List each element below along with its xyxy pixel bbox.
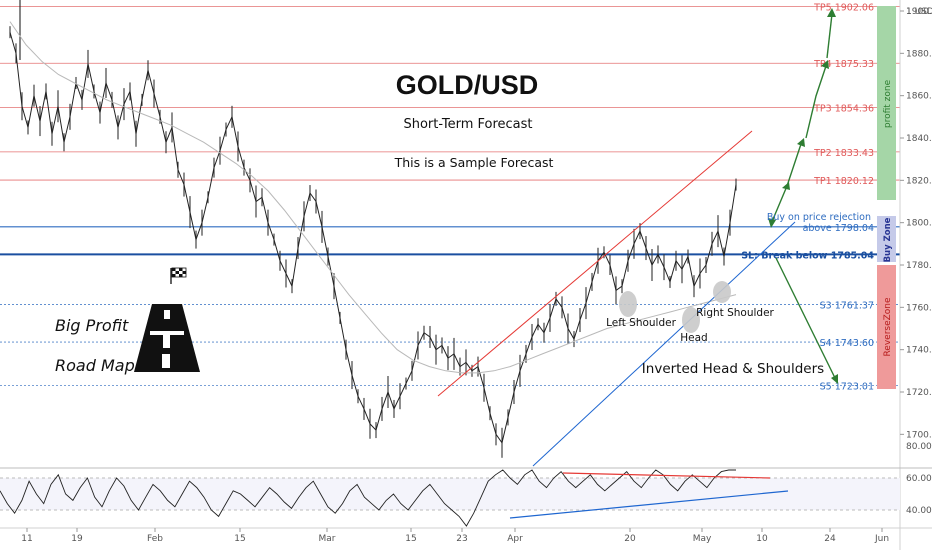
profit-zone-bar xyxy=(877,6,896,200)
y-tick-label-1: 1720.00 xyxy=(906,388,932,398)
arrowhead-4 xyxy=(821,60,829,69)
rsi-tick-label-1: 60.00 xyxy=(906,474,932,484)
level-label-tp1: TP1 1820.12 xyxy=(813,176,874,187)
rsi-band xyxy=(0,478,900,510)
arrow-heads xyxy=(768,8,838,384)
y-axis-ticks: 1700.00 1720.00 1740.00 1760.00 1780.00 1800.… xyxy=(900,7,932,440)
reverse-zone-bar xyxy=(877,265,896,389)
level-label-tp4: TP4 1875.33 xyxy=(813,59,874,70)
level-label-sl: SL: Break below 1785.04 xyxy=(741,250,874,261)
rsi-ticks: 40.00 60.00 80.00 xyxy=(906,442,932,516)
x-tick-label-4: Mar xyxy=(319,534,336,544)
road-stripe-top xyxy=(164,310,170,326)
level-label-buy: above 1798.04 xyxy=(803,223,874,234)
y-tick-label-8: 1860.00 xyxy=(906,92,932,102)
left-shoulder-label: Left Shoulder xyxy=(606,317,677,329)
x-axis-ticks: 11 19 Feb 15 Mar 15 23 Apr 20 May 10 24 Jun xyxy=(21,528,889,544)
profit-zone-label: profit zone xyxy=(883,79,893,128)
price-series xyxy=(9,0,737,458)
rsi-tick-label-0: 40.00 xyxy=(906,506,932,516)
head-label: Head xyxy=(680,332,707,344)
x-tick-label-5: 15 xyxy=(405,534,416,544)
arrowhead-2 xyxy=(782,182,790,190)
y-tick-label-5: 1800.00 xyxy=(906,219,932,229)
arrowhead-6 xyxy=(831,374,838,384)
level-label-tp5: TP5 1902.06 xyxy=(813,3,874,14)
lower-channel-line xyxy=(532,221,796,467)
level-label-s3: S3 1761.37 xyxy=(820,300,874,311)
level-label-tp2: TP2 1833.43 xyxy=(813,148,874,159)
level-label-s4: S4 1743.60 xyxy=(820,338,874,349)
road-map-line-1: Big Profit xyxy=(55,316,129,335)
level-label-tp3: TP3 1854.36 xyxy=(813,104,874,115)
y-tick-label-3: 1760.00 xyxy=(906,303,932,313)
rsi-line xyxy=(0,469,736,527)
currency-label: 1 USD xyxy=(906,7,932,17)
up-path-2 xyxy=(805,65,827,139)
y-tick-label-6: 1820.00 xyxy=(906,176,932,186)
road-sign xyxy=(150,319,184,331)
reverse-zone-label: ReverseZone xyxy=(883,297,893,357)
y-tick-label-2: 1740.00 xyxy=(906,346,932,356)
sample-note: This is a Sample Forecast xyxy=(394,155,554,170)
flag-square-3 xyxy=(175,271,179,274)
y-tick-label-0: 1700.00 xyxy=(906,430,932,440)
y-tick-label-4: 1780.00 xyxy=(906,261,932,271)
x-tick-label-7: Apr xyxy=(507,534,523,544)
road-map-line-2: Road Map xyxy=(55,356,135,375)
x-tick-label-11: 24 xyxy=(824,534,836,544)
right-shoulder-marker xyxy=(713,281,731,303)
road-stripe-mid xyxy=(163,334,170,348)
level-label-s5: S5 1723.01 xyxy=(820,382,874,393)
y-tick-label-9: 1880.00 xyxy=(906,49,932,59)
right-shoulder-label: Right Shoulder xyxy=(696,307,774,319)
buy-zone-label: Buy Zone xyxy=(883,217,893,262)
road-map-logo: Big Profit Road Map xyxy=(55,267,200,375)
arrowhead-3 xyxy=(797,138,805,147)
arrowhead-1 xyxy=(768,218,776,228)
flag-square-5 xyxy=(172,274,176,277)
checkered-flag-icon xyxy=(170,267,187,284)
left-shoulder-marker xyxy=(619,291,637,317)
price-line xyxy=(9,32,737,444)
flag-square-1 xyxy=(172,268,176,271)
y-tick-label-7: 1840.00 xyxy=(906,134,932,144)
x-tick-label-0: 11 xyxy=(21,534,32,544)
x-tick-label-2: Feb xyxy=(147,534,163,544)
rsi-support-line xyxy=(509,490,789,519)
x-tick-label-12: Jun xyxy=(874,534,889,544)
x-tick-label-9: May xyxy=(693,534,712,544)
y-tick-label-10: 1900.00 xyxy=(906,7,932,17)
buy-zone-bar xyxy=(877,216,896,262)
x-tick-label-8: 20 xyxy=(624,534,636,544)
pattern-label: Inverted Head & Shoulders xyxy=(642,361,824,377)
flag-square-2 xyxy=(179,268,183,271)
flag-square-4 xyxy=(182,271,186,274)
chart-subtitle: Short-Term Forecast xyxy=(403,117,532,132)
arrowhead-5 xyxy=(827,8,836,17)
flag-square-6 xyxy=(179,274,183,277)
rsi-resistance-line xyxy=(562,472,771,479)
x-tick-label-3: 15 xyxy=(234,534,245,544)
upper-channel-line xyxy=(437,130,753,397)
road-stripe-bot xyxy=(162,354,170,368)
down-path xyxy=(775,257,837,381)
road-sign-gap xyxy=(150,331,184,335)
moving-average-line xyxy=(9,21,737,374)
chart-title: GOLD/USD xyxy=(396,70,539,100)
buy-rejection-text: Buy on price rejection xyxy=(767,212,871,223)
head-marker xyxy=(682,307,700,333)
rsi-tick-label-2: 80.00 xyxy=(906,442,932,452)
x-tick-label-6: 23 xyxy=(456,534,467,544)
x-tick-label-10: 10 xyxy=(756,534,768,544)
up-path-3 xyxy=(826,13,833,59)
x-tick-label-1: 19 xyxy=(71,534,83,544)
